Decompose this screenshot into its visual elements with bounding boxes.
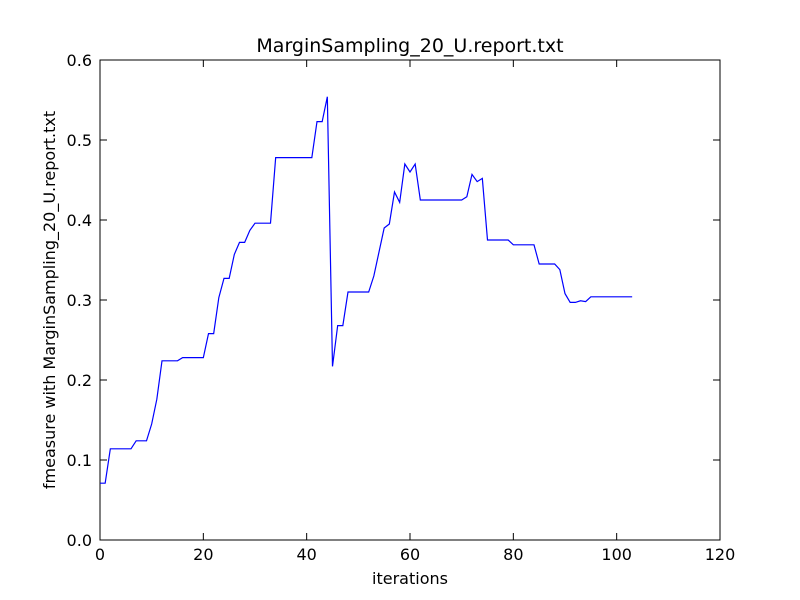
x-tick-label: 100 <box>601 545 632 564</box>
x-tick-label: 80 <box>503 545 523 564</box>
y-tick-label: 0.1 <box>67 451 92 470</box>
chart-title: MarginSampling_20_U.report.txt <box>256 35 563 57</box>
y-tick-label: 0.5 <box>67 131 92 150</box>
y-tick-label: 0.6 <box>67 51 92 70</box>
y-tick-label: 0.2 <box>67 371 92 390</box>
y-tick-label: 0.4 <box>67 211 92 230</box>
y-tick-label: 0.0 <box>67 531 92 550</box>
x-tick-label: 40 <box>296 545 316 564</box>
x-tick-label: 20 <box>193 545 213 564</box>
x-axis-label: iterations <box>372 569 448 588</box>
x-tick-label: 0 <box>95 545 105 564</box>
plot-area-frame <box>99 59 721 541</box>
x-tick-label: 60 <box>400 545 420 564</box>
y-tick-label: 0.3 <box>67 291 92 310</box>
y-axis: 0.0 0.1 0.2 0.3 0.4 0.5 0.6 <box>67 51 720 550</box>
x-axis: 0 20 40 60 80 100 120 <box>95 60 735 564</box>
x-tick-label: 120 <box>705 545 736 564</box>
series-line <box>100 96 633 484</box>
y-axis-label: fmeasure with MarginSampling_20_U.report… <box>40 111 60 489</box>
